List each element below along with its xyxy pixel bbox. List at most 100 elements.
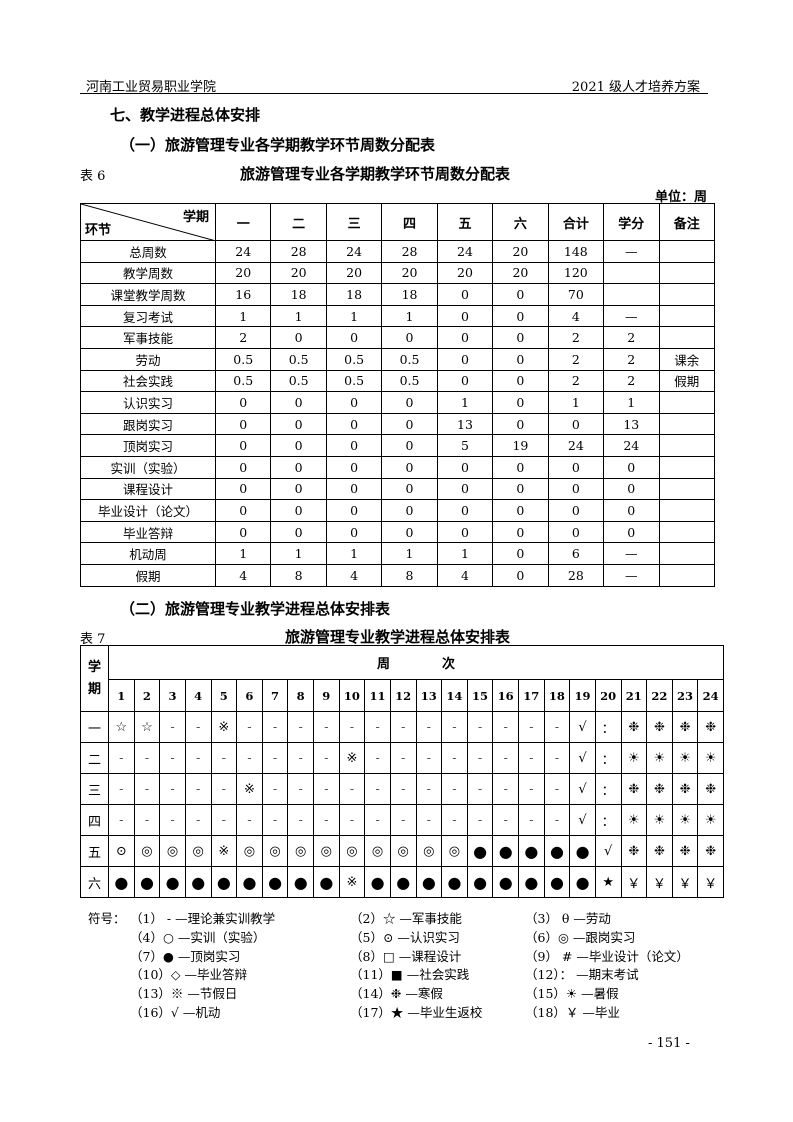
table-cell: 0 [325, 326, 383, 349]
schedule-cell: - [210, 742, 238, 774]
table-cell: 24 [603, 434, 660, 457]
schedule-cell: - [466, 742, 494, 774]
table-cell: 0 [270, 520, 327, 544]
table-cell: 0 [492, 499, 549, 522]
table-cell: 0 [381, 455, 438, 479]
schedule-cell: ● [159, 866, 186, 898]
table-cell: 0 [603, 520, 660, 544]
table-row: 毕业设计（论文） 0 0 0 0 0 0 0 0 [80, 499, 715, 522]
corner-term-label: 学期 [182, 210, 209, 225]
table-row: 社会实践 0.5 0.5 0.5 0.5 0 0 2 2 假期 [80, 369, 715, 393]
subsection-title-1: （一）旅游管理专业各学期教学环节周数分配表 [120, 136, 436, 154]
table-cell: 18 [270, 283, 327, 306]
row-label: 毕业答辩 [80, 520, 216, 544]
table-cell: 0 [325, 434, 383, 457]
table-cell: 1 [214, 304, 272, 328]
schedule-cell: - [543, 804, 571, 836]
schedule-cell: - [338, 804, 366, 836]
table-cell: 1 [325, 304, 383, 328]
schedule-cell: - [133, 773, 161, 805]
column-header: 二 [270, 203, 327, 241]
schedule-cell: ※ [236, 773, 263, 805]
schedule-cell: - [313, 711, 340, 743]
legend-item: （9） # —毕业设计（论文） [525, 948, 689, 964]
schedule-cell: ◎ [133, 835, 161, 867]
table-cell: 0 [270, 326, 327, 349]
week-number: 21 [620, 679, 648, 712]
schedule-cell: - [287, 742, 314, 774]
schedule-cell: - [261, 804, 289, 836]
table-cell: 0 [214, 412, 272, 436]
schedule-cell: - [441, 711, 468, 743]
schedule-cell: - [441, 742, 468, 774]
teaching-schedule-table: 学期周 次 1 2 3 4 5 6 7 8 9 10 11 12 13 14 15 16 17 18 19 20 21 22… [80, 645, 724, 898]
table7-title: 旅游管理专业教学进程总体安排表 [285, 628, 511, 646]
row-label: 课堂教学周数 [80, 283, 216, 306]
row-label: 课程设计 [80, 477, 216, 501]
term-label: 二 [80, 742, 109, 774]
schedule-cell: √ [594, 835, 622, 867]
schedule-cell: ： [594, 711, 622, 743]
table-cell: 4 [436, 563, 494, 587]
schedule-cell: - [133, 804, 161, 836]
table-cell: 0 [270, 391, 327, 414]
table-cell [658, 240, 715, 263]
table-cell: 0 [325, 520, 383, 544]
week-number: 22 [646, 679, 673, 712]
schedule-cell: ￥ [646, 866, 673, 898]
week-number: 4 [184, 679, 212, 712]
schedule-cell: - [543, 711, 571, 743]
table-cell: 0 [492, 520, 549, 544]
table-cell [658, 412, 715, 436]
table-cell: 2 [603, 369, 660, 393]
table-cell: 0 [492, 326, 549, 349]
table-cell: 0 [492, 304, 549, 328]
header-divider [80, 93, 708, 94]
table-cell: — [603, 304, 660, 328]
table-cell: 1 [325, 542, 383, 565]
schedule-row: 一 ☆ ☆ - - ※ - - - - - - - - - - - - - √： ❉ ❉ ❉ ❉ [80, 711, 724, 743]
table-cell: 2 [214, 326, 272, 349]
table-cell: 24 [547, 434, 605, 457]
week-number: 11 [364, 679, 391, 712]
schedule-cell: ￥ [620, 866, 648, 898]
term-label: 六 [80, 866, 109, 898]
column-header: 一 [214, 203, 272, 241]
schedule-cell: - [236, 804, 263, 836]
table-cell: — [603, 240, 660, 263]
table-cell: 0 [270, 455, 327, 479]
table-cell: 0 [270, 499, 327, 522]
header-program: 2021 级人才培养方案 [571, 80, 700, 95]
schedule-cell: ☀ [620, 742, 648, 774]
corner-section-label: 环节 [85, 223, 112, 238]
schedule-cell: ● [518, 866, 545, 898]
schedule-cell: - [159, 804, 186, 836]
row-label: 认识实习 [80, 391, 216, 414]
table-cell: 0.5 [214, 347, 272, 371]
table-cell [603, 283, 660, 306]
table-cell: 28 [547, 563, 605, 587]
schedule-cell: ☀ [671, 742, 699, 774]
schedule-cell: ● [518, 835, 545, 867]
table-cell: 0 [270, 434, 327, 457]
table-cell: 1 [214, 542, 272, 565]
legend-item: （10）◇ —毕业答辩 [130, 967, 247, 983]
table-cell: 0 [547, 499, 605, 522]
schedule-cell: ☀ [697, 804, 724, 836]
table-cell [658, 477, 715, 501]
schedule-cell: - [492, 773, 519, 805]
row-label: 教学周数 [80, 261, 216, 285]
table-cell: 0 [214, 477, 272, 501]
table-cell: 0 [270, 477, 327, 501]
table-cell: 0 [492, 347, 549, 371]
table-cell: 0.5 [381, 347, 438, 371]
table-cell [658, 520, 715, 544]
schedule-cell: - [543, 773, 571, 805]
table-cell: 0 [547, 455, 605, 479]
schedule-cell: - [313, 742, 340, 774]
schedule-cell: - [466, 804, 494, 836]
table-cell: 0 [547, 520, 605, 544]
table-cell: 19 [492, 434, 549, 457]
week-number: 5 [210, 679, 238, 712]
table-cell: 0 [436, 304, 494, 328]
